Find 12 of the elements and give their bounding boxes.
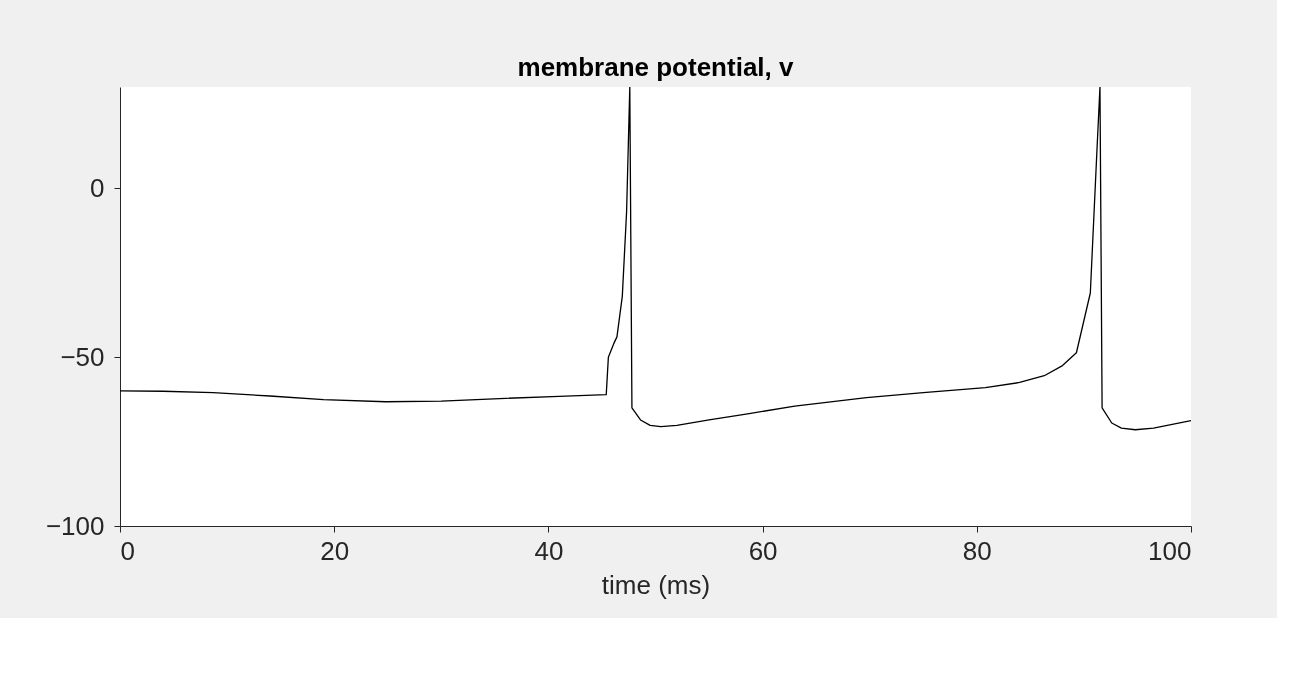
x-tick-label: 60 bbox=[748, 535, 778, 566]
x-tick-label: 80 bbox=[962, 535, 992, 566]
x-tick-label: 0 bbox=[120, 535, 135, 566]
line-series bbox=[120, 87, 1191, 431]
chart-title: membrane potential, v bbox=[517, 52, 795, 82]
y-tick-label: −50 bbox=[60, 341, 105, 372]
x-axis-title: time (ms) bbox=[601, 569, 711, 600]
x-tick-label: 100 bbox=[1148, 535, 1192, 566]
y-tick-label: 0 bbox=[90, 172, 105, 203]
x-tick-label: 40 bbox=[534, 535, 564, 566]
y-tick-label: −100 bbox=[45, 510, 105, 541]
x-tick-label: 20 bbox=[320, 535, 350, 566]
